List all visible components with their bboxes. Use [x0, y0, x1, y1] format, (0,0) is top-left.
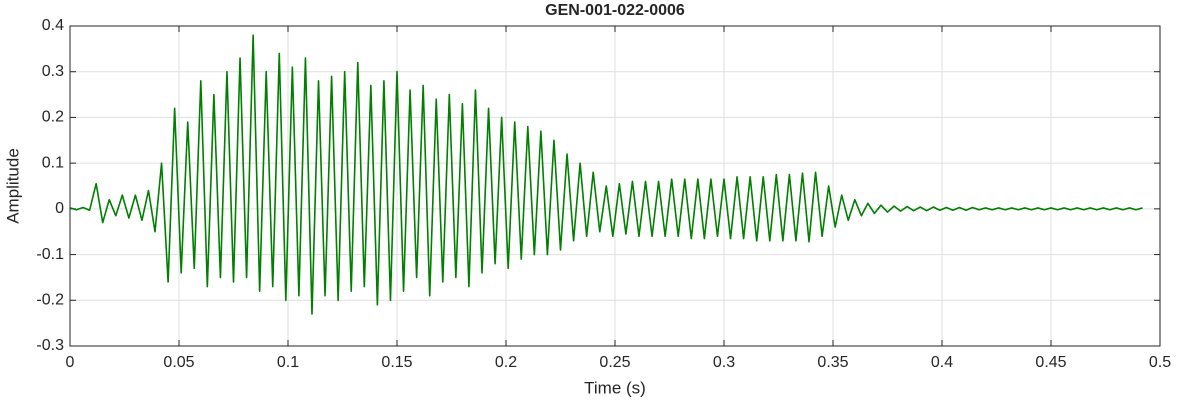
x-tick-label: 0.2 [495, 354, 517, 371]
y-tick-label: -0.1 [36, 246, 64, 263]
x-tick-label: 0.1 [277, 354, 299, 371]
x-tick-label: 0.25 [599, 354, 630, 371]
y-axis-label: Amplitude [3, 148, 22, 224]
x-tick-label: 0.15 [381, 354, 412, 371]
waveform-line [69, 34, 1143, 315]
x-tick-label: 0.05 [163, 354, 194, 371]
x-tick-label: 0.5 [1149, 354, 1171, 371]
x-tick-label: 0.4 [931, 354, 953, 371]
x-tick-label: 0 [66, 354, 75, 371]
y-tick-label: 0.1 [42, 154, 64, 171]
x-tick-label: 0.35 [817, 354, 848, 371]
x-tick-label: 0.3 [713, 354, 735, 371]
plot-frame [69, 25, 1161, 347]
y-tick-label: 0 [55, 200, 64, 217]
x-axis-label: Time (s) [584, 378, 646, 397]
y-tick-label: -0.2 [36, 292, 64, 309]
y-tick-label: 0.3 [42, 63, 64, 80]
y-tick-label: -0.3 [36, 337, 64, 354]
x-tick-label: 0.45 [1035, 354, 1066, 371]
y-tick-label: 0.4 [42, 17, 64, 34]
y-tick-label: 0.2 [42, 109, 64, 126]
chart-title: GEN-001-022-0006 [545, 2, 685, 19]
